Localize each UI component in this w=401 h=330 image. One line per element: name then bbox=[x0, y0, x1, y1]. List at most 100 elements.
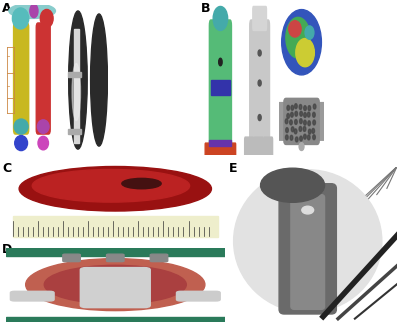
Ellipse shape bbox=[291, 105, 294, 110]
FancyBboxPatch shape bbox=[314, 103, 325, 140]
Ellipse shape bbox=[219, 58, 222, 66]
Ellipse shape bbox=[69, 11, 87, 149]
Ellipse shape bbox=[308, 106, 311, 111]
Ellipse shape bbox=[213, 7, 228, 30]
Ellipse shape bbox=[299, 143, 304, 150]
FancyBboxPatch shape bbox=[284, 98, 319, 145]
Ellipse shape bbox=[37, 120, 49, 133]
FancyBboxPatch shape bbox=[279, 184, 336, 314]
Ellipse shape bbox=[290, 135, 293, 140]
Ellipse shape bbox=[295, 104, 297, 109]
Text: A: A bbox=[2, 2, 12, 15]
Ellipse shape bbox=[295, 119, 297, 124]
Ellipse shape bbox=[308, 129, 311, 134]
FancyBboxPatch shape bbox=[250, 20, 269, 155]
Ellipse shape bbox=[14, 119, 28, 134]
Ellipse shape bbox=[287, 114, 290, 118]
Ellipse shape bbox=[91, 14, 107, 146]
Ellipse shape bbox=[258, 50, 261, 56]
Ellipse shape bbox=[258, 115, 261, 120]
Ellipse shape bbox=[261, 168, 324, 202]
Ellipse shape bbox=[289, 21, 301, 37]
Text: ─: ─ bbox=[6, 53, 9, 58]
FancyBboxPatch shape bbox=[80, 268, 150, 308]
Ellipse shape bbox=[304, 113, 306, 117]
Ellipse shape bbox=[32, 170, 190, 202]
FancyBboxPatch shape bbox=[150, 254, 168, 262]
Ellipse shape bbox=[313, 104, 316, 109]
Text: C: C bbox=[2, 162, 11, 175]
Text: E: E bbox=[229, 162, 237, 175]
FancyBboxPatch shape bbox=[245, 137, 253, 158]
FancyBboxPatch shape bbox=[74, 29, 79, 143]
Ellipse shape bbox=[9, 3, 55, 18]
FancyBboxPatch shape bbox=[253, 7, 266, 30]
FancyBboxPatch shape bbox=[107, 254, 124, 262]
Ellipse shape bbox=[19, 166, 211, 211]
Ellipse shape bbox=[286, 128, 288, 133]
Ellipse shape bbox=[303, 126, 306, 131]
Ellipse shape bbox=[15, 136, 28, 150]
Ellipse shape bbox=[291, 112, 293, 117]
Ellipse shape bbox=[304, 106, 306, 111]
Ellipse shape bbox=[313, 135, 315, 140]
Ellipse shape bbox=[122, 178, 161, 189]
Ellipse shape bbox=[290, 120, 292, 125]
Ellipse shape bbox=[234, 170, 382, 313]
FancyBboxPatch shape bbox=[291, 195, 324, 309]
FancyBboxPatch shape bbox=[6, 317, 225, 322]
Ellipse shape bbox=[286, 17, 310, 58]
Ellipse shape bbox=[300, 111, 302, 116]
Text: ─: ─ bbox=[6, 83, 9, 88]
FancyBboxPatch shape bbox=[63, 254, 80, 262]
Ellipse shape bbox=[308, 121, 310, 126]
FancyBboxPatch shape bbox=[14, 23, 29, 134]
FancyBboxPatch shape bbox=[254, 137, 263, 158]
FancyBboxPatch shape bbox=[68, 72, 81, 77]
FancyBboxPatch shape bbox=[68, 129, 81, 134]
Ellipse shape bbox=[304, 134, 306, 139]
Ellipse shape bbox=[312, 128, 314, 133]
Ellipse shape bbox=[302, 206, 314, 214]
Ellipse shape bbox=[296, 137, 298, 142]
FancyBboxPatch shape bbox=[264, 137, 273, 158]
Ellipse shape bbox=[287, 105, 290, 110]
Ellipse shape bbox=[299, 126, 302, 131]
Ellipse shape bbox=[313, 120, 316, 125]
Ellipse shape bbox=[41, 10, 53, 27]
FancyBboxPatch shape bbox=[211, 80, 230, 95]
Ellipse shape bbox=[304, 120, 306, 125]
FancyBboxPatch shape bbox=[209, 140, 231, 146]
FancyBboxPatch shape bbox=[6, 248, 225, 256]
Ellipse shape bbox=[299, 105, 302, 110]
Ellipse shape bbox=[296, 39, 314, 67]
Ellipse shape bbox=[26, 259, 205, 311]
FancyBboxPatch shape bbox=[36, 23, 50, 134]
Ellipse shape bbox=[30, 4, 38, 18]
Ellipse shape bbox=[291, 127, 294, 132]
Ellipse shape bbox=[285, 119, 288, 124]
FancyBboxPatch shape bbox=[12, 216, 218, 237]
Ellipse shape bbox=[313, 112, 315, 117]
Ellipse shape bbox=[38, 136, 49, 150]
Ellipse shape bbox=[72, 63, 81, 120]
Ellipse shape bbox=[12, 8, 29, 29]
Ellipse shape bbox=[308, 112, 310, 117]
FancyBboxPatch shape bbox=[205, 143, 236, 157]
Ellipse shape bbox=[300, 136, 302, 141]
FancyBboxPatch shape bbox=[209, 20, 231, 155]
Ellipse shape bbox=[308, 135, 310, 140]
Ellipse shape bbox=[258, 80, 261, 86]
FancyBboxPatch shape bbox=[278, 103, 289, 140]
FancyBboxPatch shape bbox=[10, 291, 54, 301]
Ellipse shape bbox=[300, 119, 302, 124]
FancyBboxPatch shape bbox=[176, 291, 220, 301]
Text: B: B bbox=[200, 2, 210, 15]
Ellipse shape bbox=[305, 26, 314, 39]
Ellipse shape bbox=[44, 265, 186, 304]
Ellipse shape bbox=[286, 135, 288, 140]
Ellipse shape bbox=[295, 111, 298, 116]
Text: D: D bbox=[2, 243, 12, 255]
Ellipse shape bbox=[282, 10, 321, 75]
Ellipse shape bbox=[294, 129, 297, 134]
